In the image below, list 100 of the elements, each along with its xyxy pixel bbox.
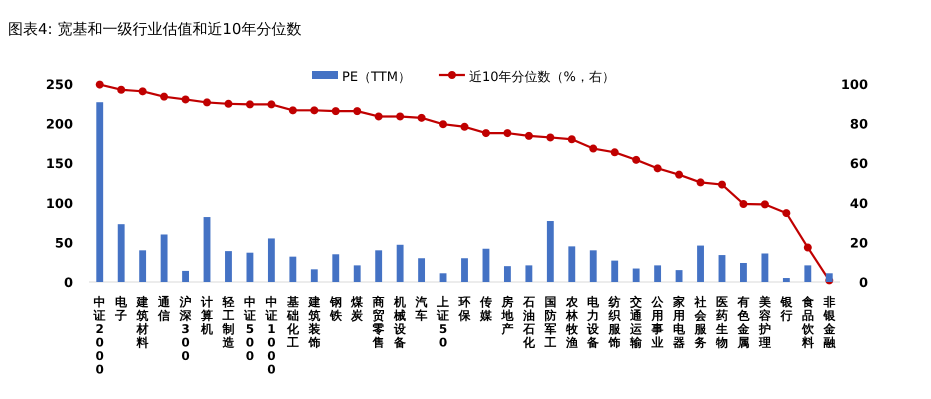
y2-tick-label: 60 bbox=[850, 157, 868, 172]
point bbox=[675, 170, 684, 179]
y2-tick-label: 80 bbox=[850, 118, 868, 133]
bar bbox=[740, 262, 747, 282]
point bbox=[203, 98, 212, 106]
bar bbox=[590, 250, 597, 282]
x-tick-label: 煤炭 bbox=[350, 295, 364, 322]
point bbox=[332, 107, 340, 116]
bar bbox=[568, 246, 576, 282]
bar bbox=[96, 102, 104, 282]
bar bbox=[676, 270, 683, 282]
x-tick-label: 非银金融 bbox=[822, 295, 836, 350]
point bbox=[482, 129, 490, 138]
bar bbox=[160, 234, 168, 282]
point bbox=[696, 178, 705, 186]
y-tick-label: 200 bbox=[46, 118, 73, 133]
bar bbox=[289, 256, 296, 282]
point bbox=[138, 87, 147, 96]
point bbox=[418, 114, 426, 122]
point bbox=[288, 106, 297, 114]
x-tick-label: 汽车 bbox=[414, 295, 428, 322]
bar bbox=[461, 258, 468, 282]
legend-label: PE（TTM） bbox=[342, 70, 411, 85]
x-tick-label: 有色金属 bbox=[736, 295, 750, 350]
point bbox=[353, 107, 362, 116]
x-tick-label: 商贸零售 bbox=[372, 295, 385, 350]
x-tick-label: 通信 bbox=[157, 295, 172, 322]
point bbox=[654, 164, 662, 172]
point bbox=[117, 86, 126, 94]
y-tick-label: 100 bbox=[46, 196, 73, 212]
y-tick-label: 0 bbox=[64, 276, 73, 291]
point bbox=[267, 100, 276, 108]
bar bbox=[718, 255, 726, 282]
bar bbox=[354, 265, 361, 282]
point bbox=[782, 209, 790, 218]
x-tick-label: 电子 bbox=[114, 295, 128, 322]
x-tick-label: 沪深300 bbox=[178, 295, 193, 363]
bar bbox=[504, 266, 511, 282]
x-tick-label: 传媒 bbox=[478, 295, 493, 322]
y-tick-label: 250 bbox=[46, 78, 73, 93]
y2-tick-label: 20 bbox=[850, 236, 868, 252]
point bbox=[760, 200, 769, 208]
x-tick-label: 轻工制造 bbox=[221, 295, 236, 350]
x-tick-label: 美容护理 bbox=[758, 295, 771, 350]
point bbox=[96, 80, 104, 89]
y2-tick-label: 100 bbox=[840, 78, 868, 93]
x-tick-label: 机械设备 bbox=[393, 295, 408, 350]
x-tick-label: 建筑装饰 bbox=[307, 295, 322, 350]
bar bbox=[375, 250, 382, 282]
point bbox=[804, 244, 812, 252]
x-tick-label: 国防军工 bbox=[543, 295, 556, 350]
x-tick-label: 中证2000 bbox=[92, 295, 106, 376]
bar bbox=[761, 253, 768, 282]
point bbox=[718, 180, 726, 189]
x-tick-label: 建筑材料 bbox=[136, 295, 149, 350]
point bbox=[610, 148, 619, 156]
bar bbox=[310, 269, 318, 282]
x-tick-label: 中证500 bbox=[242, 295, 256, 363]
bar bbox=[396, 244, 404, 282]
x-tick-label: 银行 bbox=[779, 295, 794, 322]
y-tick-label: 50 bbox=[54, 236, 73, 252]
x-tick-label: 公用事业 bbox=[650, 295, 665, 350]
bar bbox=[440, 273, 446, 282]
point bbox=[182, 95, 190, 104]
point bbox=[632, 156, 640, 164]
x-tick-label: 钢铁 bbox=[328, 295, 343, 322]
chart-title: 图表4: 宽基和一级行业估值和近10年分位数 bbox=[8, 20, 302, 38]
bar bbox=[139, 250, 146, 282]
point bbox=[224, 100, 232, 108]
bar bbox=[332, 254, 340, 282]
bar bbox=[268, 238, 275, 282]
x-tick-label: 家用电器 bbox=[672, 295, 686, 350]
bar bbox=[118, 224, 125, 282]
x-tick-label: 医药生物 bbox=[714, 295, 728, 350]
bar bbox=[225, 251, 232, 282]
point bbox=[524, 132, 533, 140]
x-tick-label: 房地产 bbox=[500, 295, 514, 336]
x-tick-label: 中证1000 bbox=[264, 295, 278, 376]
point bbox=[439, 120, 448, 128]
point bbox=[374, 112, 383, 120]
point bbox=[246, 100, 254, 108]
y2-tick-label: 0 bbox=[858, 276, 868, 291]
point bbox=[503, 129, 512, 138]
x-tick-label: 基础化工 bbox=[286, 295, 300, 350]
bar bbox=[782, 278, 790, 282]
bar bbox=[632, 268, 640, 282]
x-tick-label: 纺织服饰 bbox=[608, 295, 622, 350]
x-tick-label: 石油石化 bbox=[522, 295, 536, 350]
bar bbox=[418, 258, 426, 282]
point bbox=[546, 133, 554, 142]
x-tick-label: 计算机 bbox=[200, 295, 214, 336]
x-tick-label: 食品饮料 bbox=[800, 295, 815, 350]
point bbox=[568, 135, 576, 144]
bar bbox=[482, 248, 490, 282]
point bbox=[460, 122, 468, 131]
bar bbox=[546, 221, 554, 282]
bar bbox=[246, 252, 254, 282]
x-tick-label: 电力设备 bbox=[586, 295, 600, 350]
x-tick-label: 环保 bbox=[458, 295, 472, 322]
bar bbox=[611, 260, 618, 282]
